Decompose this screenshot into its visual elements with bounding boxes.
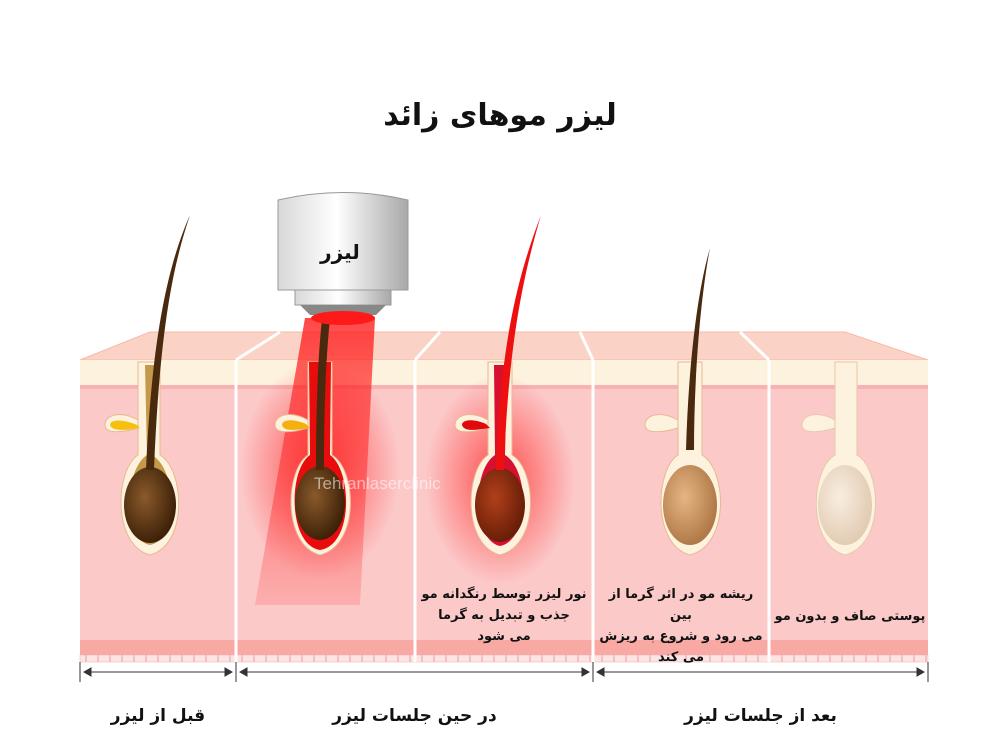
watermark: Tehranlaserclinic — [314, 474, 441, 493]
caption-after: ریشه مو در اثر گرما از بین می رود و شروع… — [596, 584, 766, 668]
follicle-empty — [801, 361, 876, 556]
range-arrows — [79, 662, 929, 682]
caption-line: می رود و شروع به ریزش — [599, 629, 763, 644]
laser-device — [277, 192, 409, 325]
caption-smooth: پوستی صاف و بدون مو — [772, 606, 928, 627]
laser-device-label: لیزر — [320, 240, 360, 264]
page-title: لیزر موهای زائد — [383, 98, 617, 133]
ruler — [79, 654, 929, 663]
stage-after-label: بعد از جلسات لیزر — [684, 706, 837, 726]
caption-line: می کند — [657, 650, 705, 665]
stage-during-label: در حین جلسات لیزر — [332, 706, 497, 726]
skin-top-face — [79, 331, 929, 361]
caption-line: ریشه مو در اثر گرما از بین — [608, 587, 754, 623]
caption-line: نور لیزر توسط رنگدانه مو — [421, 587, 587, 602]
section-dividers — [234, 330, 771, 662]
follicle-heated — [454, 215, 541, 556]
follicle-after — [644, 248, 721, 556]
caption-during: نور لیزر توسط رنگدانه مو جذب و تبدیل به … — [418, 584, 590, 647]
caption-line: جذب و تبدیل به گرما — [438, 608, 570, 623]
dermis-bottom — [80, 640, 928, 655]
caption-line: پوستی صاف و بدون مو — [774, 609, 926, 624]
stage-before-label: قبل از لیزر — [110, 706, 206, 726]
caption-line: می شود — [477, 629, 531, 644]
follicle-before — [104, 215, 190, 556]
follicle-during — [274, 318, 351, 556]
